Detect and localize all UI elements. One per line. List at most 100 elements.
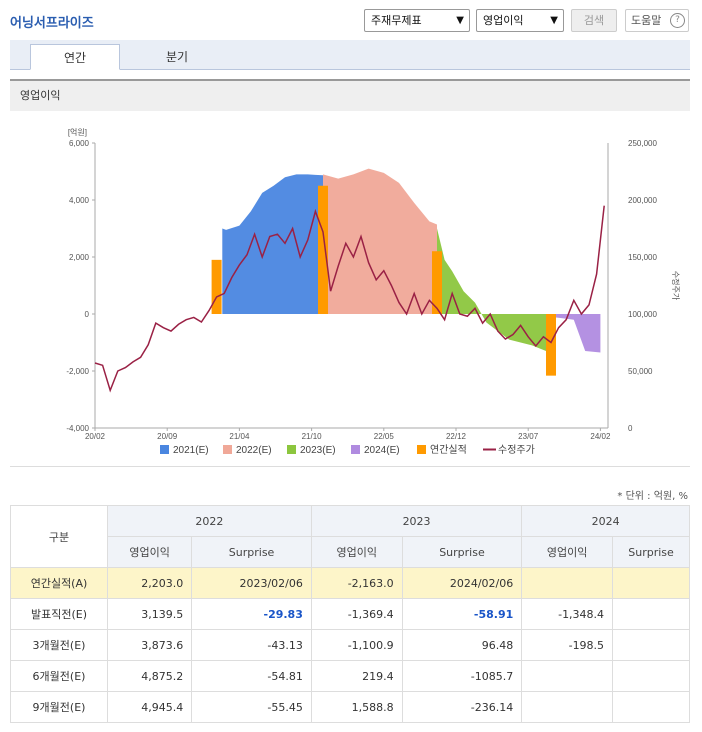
legend-swatch	[417, 445, 426, 454]
table-cell: -29.83	[191, 598, 312, 630]
legend-swatch	[160, 445, 169, 454]
table-cell	[612, 660, 690, 692]
table-subheader-row: 영업이익 Surprise 영업이익 Surprise 영업이익 Surpris…	[11, 536, 690, 568]
y-tick-label: 2,000	[69, 253, 90, 262]
table-cell	[521, 691, 614, 723]
y-tick-label: 6,000	[69, 139, 90, 148]
question-icon: ?	[670, 13, 685, 28]
period-tabs: 연간 분기	[10, 40, 690, 70]
table-cell: -1,348.4	[521, 598, 614, 630]
metric-select-value: 영업이익	[483, 14, 524, 27]
legend-label: 2023(E)	[300, 445, 336, 456]
x-tick-label: 24/02	[590, 432, 611, 441]
col-header: Surprise	[612, 536, 690, 568]
table-cell	[612, 598, 690, 630]
statement-select-value: 주재무제표	[371, 14, 422, 27]
table-row: 연간실적(A) 2,203.0 2023/02/06 -2,163.0 2024…	[10, 567, 690, 599]
row-label: 발표직전(E)	[10, 598, 108, 630]
table-cell: -43.13	[191, 629, 312, 661]
price-line	[94, 205, 605, 393]
x-tick-label: 20/02	[85, 432, 106, 441]
table-cell: -55.45	[191, 691, 312, 723]
table-row: 9개월전(E) 4,945.4 -55.45 1,588.8 -236.14	[10, 691, 690, 723]
table-cell	[612, 629, 690, 661]
col-header: Surprise	[191, 536, 312, 568]
row-label: 연간실적(A)	[10, 567, 108, 599]
area-series-2024(E)	[551, 314, 601, 353]
area-series-2021(E)	[222, 174, 323, 314]
table-cell	[612, 567, 690, 599]
area-series-2023(E)	[437, 228, 551, 354]
top-bar: 어닝서프라이즈 주재무제표 ▼ 영업이익 ▼ 검색 도움말?	[0, 0, 702, 40]
x-tick-label: 23/07	[518, 432, 539, 441]
year-header: 2024	[521, 505, 690, 537]
y2-tick-label: 100,000	[628, 310, 657, 319]
annual-bar	[432, 251, 442, 314]
table-cell: 2024/02/06	[401, 567, 523, 599]
table-cell: -1,100.9	[310, 629, 403, 661]
table-row: 3개월전(E) 3,873.6 -43.13 -1,100.9 96.48 -1…	[10, 629, 690, 661]
x-tick-label: 22/12	[446, 432, 467, 441]
col-header: 영업이익	[521, 536, 614, 568]
search-button[interactable]: 검색	[571, 9, 617, 32]
table-cell	[521, 567, 614, 599]
table-cell	[521, 660, 614, 692]
tab-quarterly[interactable]: 분기	[165, 50, 189, 64]
y2-tick-label: 0	[628, 424, 633, 433]
y-tick-label: 0	[85, 310, 90, 319]
corner-header: 구분	[10, 505, 108, 568]
table-cell: -2,163.0	[310, 567, 403, 599]
annual-bar	[318, 185, 328, 314]
table-cell: 219.4	[310, 660, 403, 692]
legend-label: 연간실적	[430, 444, 467, 456]
tab-annual[interactable]: 연간	[30, 44, 120, 70]
y2-tick-label: 200,000	[628, 196, 657, 205]
table-cell: -58.91	[401, 598, 523, 630]
legend-label: 수정주가	[498, 444, 535, 456]
y-tick-label: -4,000	[66, 424, 89, 433]
col-header: Surprise	[401, 536, 523, 568]
chart-area: 6,000 4,000 2,000 0 -2,000 -4,000 [억원] 250,000 2…	[10, 111, 690, 467]
row-label: 9개월전(E)	[10, 691, 108, 723]
y2-tick-label: 150,000	[628, 253, 657, 262]
table-cell: -198.5	[521, 629, 614, 661]
legend-swatch	[223, 445, 232, 454]
metric-select[interactable]: 영업이익 ▼	[476, 9, 564, 32]
table-cell: -54.81	[191, 660, 312, 692]
area-series-2022(E)	[323, 168, 437, 314]
x-tick-label: 20/09	[157, 432, 178, 441]
chevron-down-icon: ▼	[456, 15, 464, 26]
row-label: 3개월전(E)	[10, 629, 108, 661]
year-header: 2023	[310, 505, 523, 537]
y2-tick-label: 250,000	[628, 139, 657, 148]
table-cell: -1,369.4	[310, 598, 403, 630]
year-header: 2022	[107, 505, 312, 537]
unit-note: * 단위 : 억원, %	[617, 491, 688, 502]
y-tick-label: 4,000	[69, 196, 90, 205]
x-tick-label: 21/10	[302, 432, 323, 441]
help-button[interactable]: 도움말?	[625, 9, 689, 32]
legend-label: 2022(E)	[236, 445, 272, 456]
table-cell: -236.14	[401, 691, 523, 723]
company-name[interactable]: 어닝서프라이즈	[10, 16, 94, 31]
table-cell: 2023/02/06	[191, 567, 312, 599]
table-row: 발표직전(E) 3,139.5 -29.83 -1,369.4 -58.91 -…	[10, 598, 690, 630]
table-cell: 2,203.0	[106, 567, 193, 599]
table-cell: 1,588.8	[310, 691, 403, 723]
table-cell: 3,139.5	[106, 598, 193, 630]
row-label: 6개월전(E)	[10, 660, 108, 692]
y-tick-label: -2,000	[66, 367, 89, 376]
chevron-down-icon: ▼	[550, 15, 558, 26]
legend-swatch	[351, 445, 360, 454]
statement-select[interactable]: 주재무제표 ▼	[364, 9, 470, 32]
earnings-table: 구분 2022 2023 2024 영업이익 Surprise 영업이익 Sur…	[10, 505, 690, 723]
table-row: 6개월전(E) 4,875.2 -54.81 219.4 -1085.7	[10, 660, 690, 692]
table-cell: 4,875.2	[106, 660, 193, 692]
table-cell: -1085.7	[401, 660, 523, 692]
table-cell	[612, 691, 690, 723]
col-header: 영업이익	[310, 536, 403, 568]
y-axis-label: [억원]	[68, 127, 87, 137]
y2-tick-label: 50,000	[628, 367, 653, 376]
table-cell: 96.48	[401, 629, 523, 661]
table-header-row: 구분 2022 2023 2024	[10, 505, 690, 568]
